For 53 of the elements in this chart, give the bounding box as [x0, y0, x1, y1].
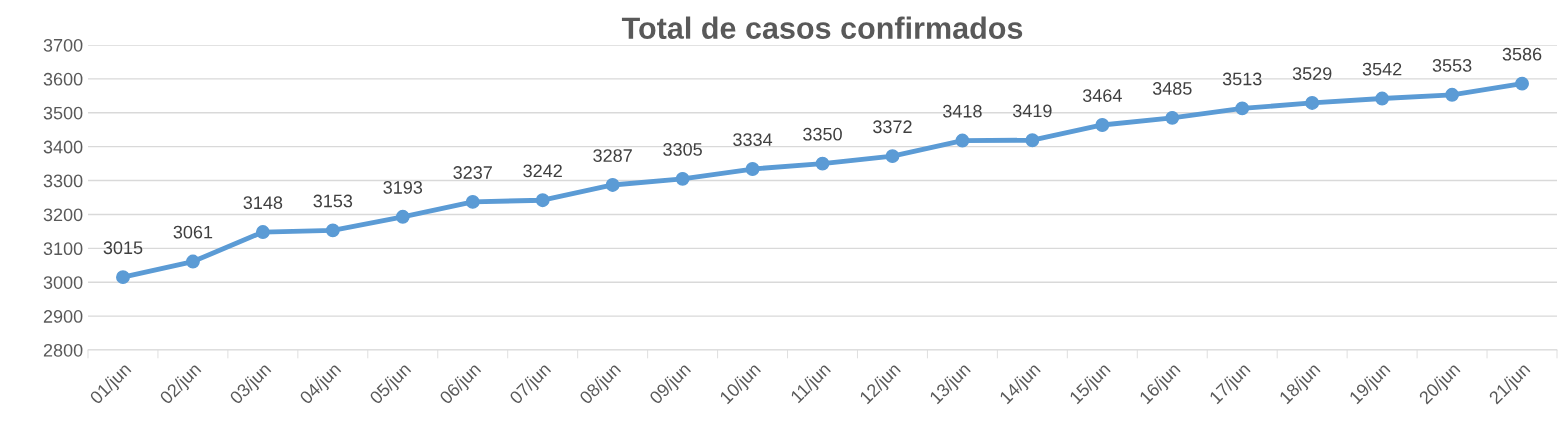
y-tick-label: 2800 [43, 343, 83, 357]
y-tick-label: 3400 [43, 140, 83, 154]
point [535, 193, 550, 208]
point [745, 162, 760, 176]
point [255, 225, 270, 240]
point [605, 178, 620, 192]
data-label: 3193 [383, 181, 423, 194]
y-tick-label: 3300 [43, 174, 83, 188]
chart-title: Total de casos confirmados [621, 16, 1023, 39]
data-label: 3237 [453, 166, 492, 179]
y-tick-label: 3200 [43, 208, 83, 222]
data-label: 3372 [873, 120, 912, 134]
data-label: 3464 [1082, 89, 1122, 102]
data-label: 3485 [1152, 82, 1192, 95]
data-label: 3553 [1432, 59, 1472, 72]
point [955, 133, 970, 148]
point [815, 156, 830, 171]
point [1095, 118, 1110, 132]
data-label: 3242 [523, 164, 562, 178]
data-label: 3513 [1222, 72, 1262, 86]
data-label: 3287 [593, 149, 632, 162]
data-label: 3586 [1502, 47, 1542, 61]
y-tick-label: 3500 [43, 106, 83, 120]
y-tick-label: 3600 [43, 72, 83, 86]
data-label: 3418 [943, 104, 982, 118]
y-tick-label: 2900 [43, 310, 83, 323]
data-label: 3153 [313, 194, 353, 208]
point [465, 194, 480, 209]
data-label: 3305 [663, 143, 702, 156]
point [885, 149, 900, 164]
point [1375, 91, 1390, 106]
point [185, 254, 200, 269]
data-label: 3148 [243, 196, 283, 210]
data-label: 3542 [1362, 62, 1402, 76]
point [395, 209, 410, 224]
point [1445, 87, 1460, 102]
data-label: 3350 [803, 127, 842, 141]
point [116, 270, 130, 285]
y-tick-label: 3000 [43, 276, 83, 289]
point [1515, 76, 1529, 91]
point [675, 171, 690, 186]
data-label: 3419 [1012, 104, 1052, 118]
y-tick-label: 3700 [43, 38, 83, 52]
point [1165, 110, 1180, 125]
point [1305, 96, 1320, 110]
data-label: 3061 [173, 225, 213, 239]
data-label: 3529 [1292, 67, 1332, 80]
point [1235, 101, 1250, 116]
point [1025, 133, 1040, 148]
data-label: 3334 [733, 133, 773, 147]
point [325, 223, 340, 238]
y-tick-label: 3100 [43, 242, 83, 256]
data-label: 3015 [103, 241, 143, 255]
